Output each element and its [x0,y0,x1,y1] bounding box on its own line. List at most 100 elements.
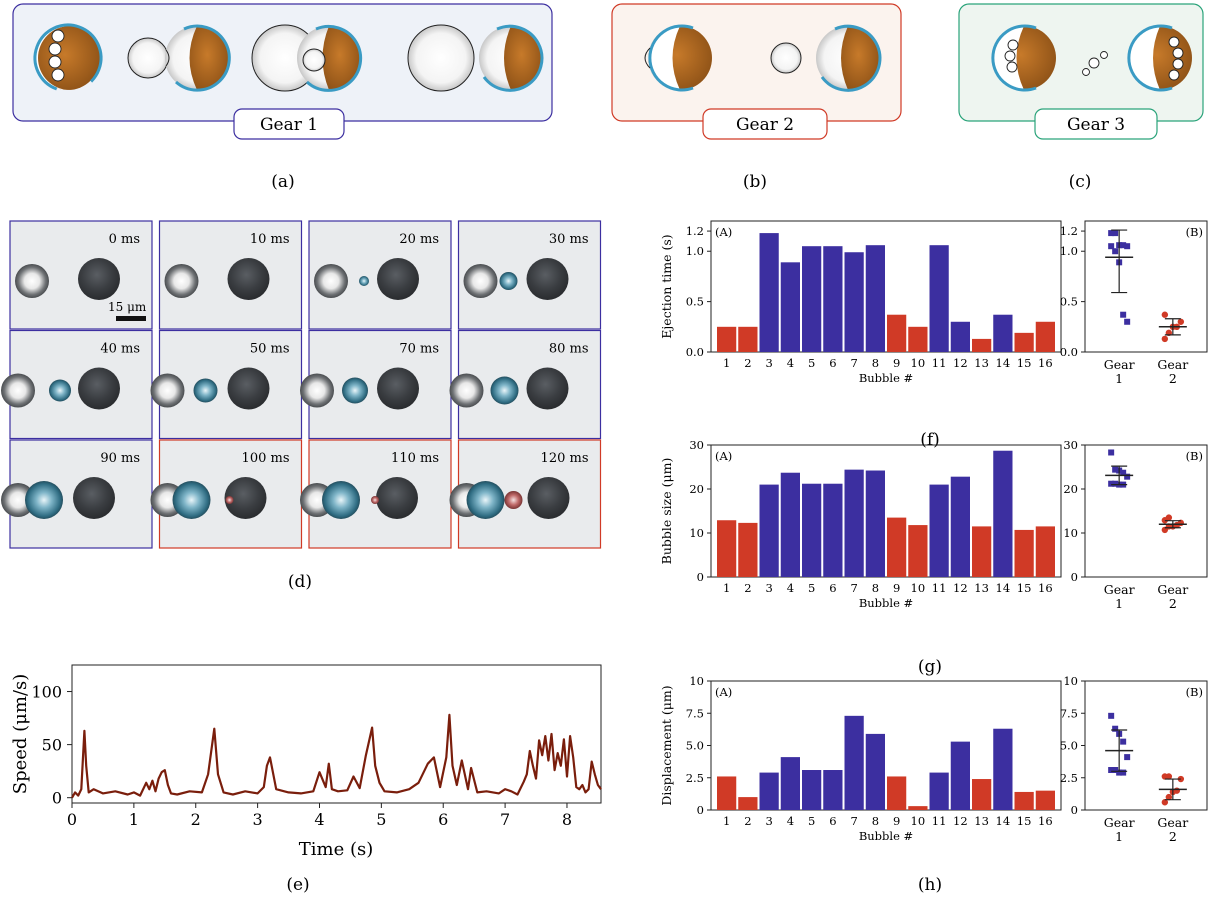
gear3-cell-2 [1127,24,1192,92]
bar-12 [950,741,970,810]
scatter-category-word: Gear [1104,815,1135,830]
x-tick-label: 12 [953,581,968,595]
scatter-category-word: Gear [1104,582,1135,597]
gear1-point [1112,230,1119,237]
scatter-category-word: Gear [1157,582,1188,597]
ejected-bubble [322,481,360,519]
x-axis-label: Bubble # [859,596,913,610]
x-tick-label: 5 [376,810,386,829]
panel-label-g: (g) [918,657,942,677]
bar-3 [759,484,779,577]
x-axis-label: Time (s) [299,839,374,860]
speed-series-line [71,713,602,799]
gear1-point [1112,767,1119,774]
x-tick-label: 7 [850,581,857,595]
gear1-point [1120,242,1127,249]
x-tick-label: 8 [872,356,879,370]
x-tick-label: 1 [723,356,730,370]
x-tick-label: 1 [723,814,730,828]
bar-15 [1014,332,1034,352]
bar-16 [1035,321,1055,352]
white-bead [314,264,348,298]
x-tick-label: 16 [1038,581,1053,595]
y-tick-label: 0 [697,570,704,584]
bar-13 [972,338,992,352]
x-tick-label: 7 [850,356,857,370]
bar-15 [1014,791,1034,810]
bar-12 [950,321,970,352]
panel-tag: (B) [1186,685,1203,699]
gear1-tag: Gear 1 [260,115,318,135]
gear2-point [1161,311,1169,318]
gear1-point [1120,311,1127,318]
bar-9 [887,776,907,810]
y-tick-label: 1.0 [1060,244,1078,258]
bar-1 [717,776,737,810]
x-tick-label: 14 [996,814,1011,828]
bar-6 [823,770,843,810]
x-tick-label: 0 [67,810,77,829]
panel-label-d: (d) [288,572,312,592]
y-tick-label: 10 [689,674,704,688]
x-tick-label: 6 [438,810,448,829]
y-tick-label: 5.0 [1060,739,1078,753]
bar-4 [780,262,800,352]
gear2-point [1173,787,1181,794]
white-bead [164,264,199,298]
y-tick-label: 0.5 [686,295,704,309]
frame-time: 80 ms [549,342,589,357]
y-tick-label: 30 [1063,438,1078,452]
gear1-point [1116,769,1123,776]
x-tick-label: 2 [744,581,751,595]
x-tick-label: 1 [129,810,139,829]
frame-time: 10 ms [250,232,290,247]
gear1-point [1108,230,1115,237]
dark-cell [78,258,120,300]
bar-16 [1035,526,1055,577]
frame-time: 100 ms [242,451,290,466]
gear2-point [1165,793,1173,801]
dark-cell [78,367,120,410]
x-tick-label: 2 [744,814,751,828]
bar-7 [844,252,864,352]
x-tick-label: 15 [1017,356,1032,370]
gear1-point [1124,243,1131,250]
x-tick-label: 3 [765,581,772,595]
x-tick-label: 14 [996,581,1011,595]
x-tick-label: 12 [953,814,968,828]
panel-label-h: (h) [918,875,942,895]
ejected-bubble [359,276,369,286]
y-tick-label: 30 [689,438,704,452]
micrograph-frame: 40 ms [1,329,153,440]
micrograph-frame: 50 ms [150,329,303,440]
gear3-small-bubbles [1082,51,1108,76]
gear1-point [1124,754,1131,761]
bar-8 [865,733,885,810]
dark-cell [377,258,419,300]
micrograph-frame: 110 ms [300,439,452,549]
scale-bar-label: 15 μm [108,300,147,314]
panel-tag: (A) [715,685,732,699]
gear1-point [1120,769,1127,776]
x-tick-label: 5 [808,581,815,595]
frame-time: 50 ms [250,342,290,357]
dark-cell [73,477,115,519]
bar-14 [993,314,1013,352]
ejected-bubble [342,377,368,404]
frame-time: 40 ms [100,342,140,357]
gear2-bubble [371,496,379,504]
bar-12 [950,476,970,577]
panel-label-e: (e) [286,875,309,895]
bar-13 [972,526,992,577]
micrograph-frame: 70 ms [300,329,452,440]
panel-tag: (B) [1186,225,1203,239]
gear2-bubble [504,491,523,509]
gear2-tag: Gear 2 [736,115,794,135]
gear2-point [1161,799,1169,806]
x-tick-label: 4 [787,356,794,370]
bar-2 [738,522,758,577]
x-tick-label: 2 [191,810,201,829]
gear1-point [1120,469,1127,476]
micrograph-frame: 0 ms 15 μm [9,220,153,330]
